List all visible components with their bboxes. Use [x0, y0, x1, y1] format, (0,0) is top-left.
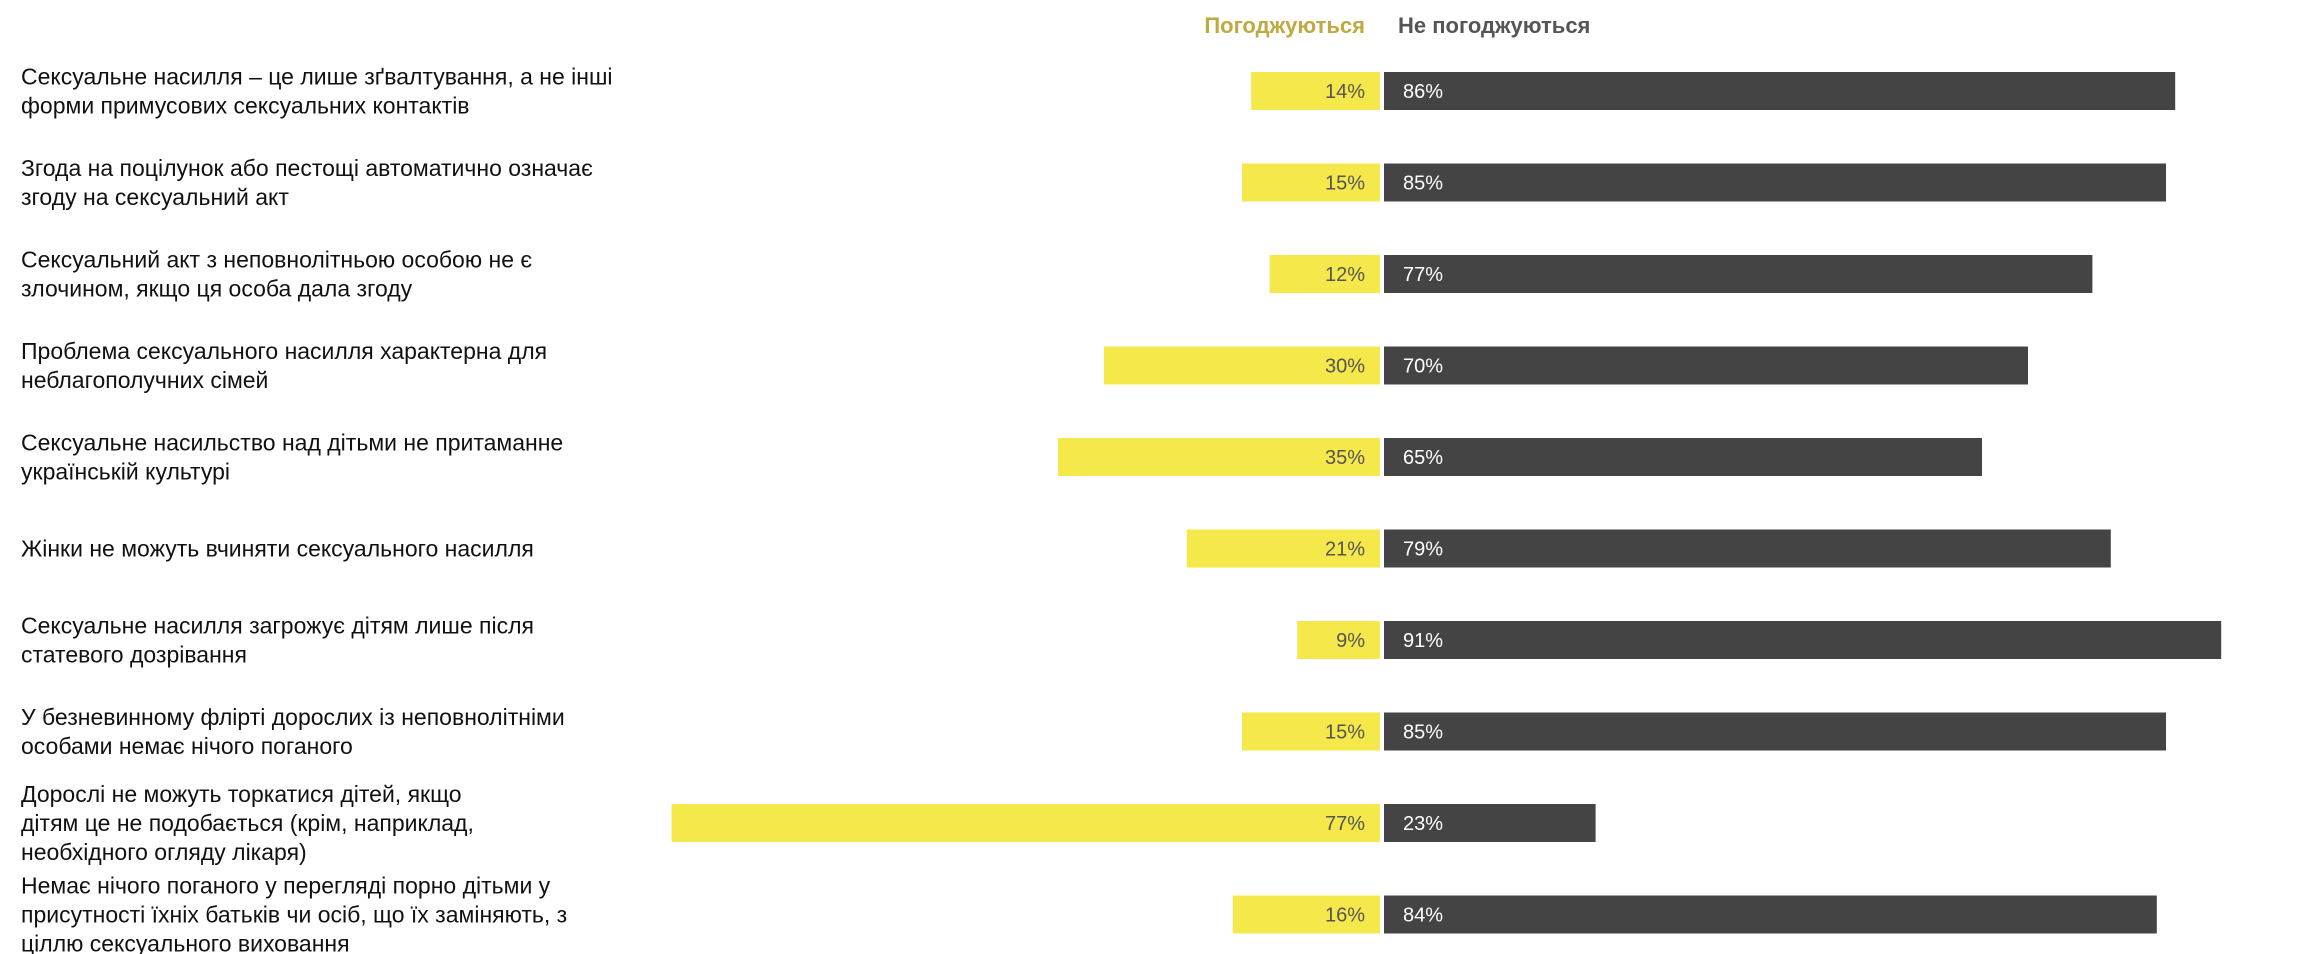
category-label-line: особами немає нічого поганого	[21, 733, 353, 759]
category-label: Сексуальне насильство над дітьми не прит…	[21, 430, 563, 485]
category-label-line: статевого дозрівання	[21, 642, 247, 668]
value-label-disagree: 65%	[1403, 447, 1443, 469]
value-label-disagree: 77%	[1403, 264, 1443, 286]
chart-row: Проблема сексуального насилля характерна…	[21, 338, 2028, 393]
category-label-line: Сексуальний акт з неповнолітньою особою …	[21, 247, 532, 273]
category-label-line: Сексуальне насилля загрожує дітям лише п…	[21, 613, 534, 639]
bar-agree	[1242, 163, 1380, 202]
chart-row: Немає нічого поганого у перегляді порно …	[21, 873, 2157, 954]
category-label-line: Немає нічого поганого у перегляді порно …	[21, 873, 551, 899]
legend-agree: Погоджуються	[1204, 13, 1365, 38]
chart-row: Жінки не можуть вчиняти сексуального нас…	[21, 529, 2111, 568]
chart-rows: Сексуальне насилля – це лише зґвалтуванн…	[21, 64, 2222, 954]
category-label-line: Сексуальне насилля – це лише зґвалтуванн…	[21, 64, 613, 90]
category-label-line: неблагополучних сімей	[21, 367, 268, 393]
category-label: Згода на поцілунок або пестощі автоматич…	[21, 155, 593, 210]
category-label-line: Сексуальне насильство над дітьми не прит…	[21, 430, 563, 456]
bar-disagree	[1384, 621, 2222, 659]
category-label-line: злочином, якщо ця особа дала згоду	[21, 276, 413, 302]
value-label-disagree: 23%	[1403, 813, 1443, 835]
bar-disagree	[1384, 438, 1982, 476]
bar-agree	[1058, 438, 1380, 476]
value-label-agree: 21%	[1325, 539, 1365, 561]
bar-disagree	[1384, 712, 2166, 751]
value-label-disagree: 84%	[1403, 905, 1443, 927]
category-label-line: Дорослі не можуть торкатися дітей, якщо	[21, 781, 462, 807]
category-label-line: українській культурі	[21, 459, 230, 485]
category-label: Проблема сексуального насилля характерна…	[21, 338, 547, 393]
category-label: Сексуальне насилля – це лише зґвалтуванн…	[21, 64, 613, 119]
chart-row: Сексуальне насильство над дітьми не прит…	[21, 430, 1982, 485]
category-label-line: присутності їхніх батьків чи осіб, що їх…	[21, 902, 567, 928]
bar-agree	[1251, 72, 1380, 110]
chart-row: Сексуальне насилля загрожує дітям лише п…	[21, 613, 2222, 668]
value-label-disagree: 79%	[1403, 539, 1443, 561]
value-label-agree: 9%	[1336, 630, 1365, 652]
category-label: Немає нічого поганого у перегляді порно …	[21, 873, 567, 954]
bar-disagree	[1384, 804, 1596, 842]
category-label: Сексуальний акт з неповнолітньою особою …	[21, 247, 532, 302]
category-label-line: Жінки не можуть вчиняти сексуального нас…	[21, 536, 534, 562]
chart-row: Сексуальний акт з неповнолітньою особою …	[21, 247, 2093, 302]
value-label-disagree: 85%	[1403, 722, 1443, 744]
bar-agree	[1242, 712, 1380, 751]
value-label-agree: 14%	[1325, 81, 1365, 103]
legend-disagree: Не погоджуються	[1398, 13, 1590, 38]
value-label-disagree: 91%	[1403, 630, 1443, 652]
bar-agree	[1232, 895, 1380, 934]
category-label-line: дітям це не подобається (крім, наприклад…	[21, 810, 474, 836]
category-label: Жінки не можуть вчиняти сексуального нас…	[21, 536, 534, 562]
category-label: Сексуальне насилля загрожує дітям лише п…	[21, 613, 534, 668]
category-label-line: Проблема сексуального насилля характерна…	[21, 338, 547, 364]
bar-agree	[1269, 255, 1380, 293]
value-label-disagree: 70%	[1403, 356, 1443, 378]
bar-disagree	[1384, 72, 2176, 110]
value-label-agree: 16%	[1325, 905, 1365, 927]
category-label-line: необхідного огляду лікаря)	[21, 839, 307, 865]
bar-disagree	[1384, 163, 2166, 202]
value-label-agree: 15%	[1325, 173, 1365, 195]
category-label-line: форми примусових сексуальних контактів	[21, 93, 470, 119]
bar-disagree	[1384, 255, 2093, 293]
category-label-line: ціллю сексуального виховання	[21, 931, 350, 954]
value-label-disagree: 86%	[1403, 81, 1443, 103]
value-label-agree: 77%	[1325, 813, 1365, 835]
chart-row: Сексуальне насилля – це лише зґвалтуванн…	[21, 64, 2176, 119]
bar-disagree	[1384, 529, 2111, 568]
chart-row: Згода на поцілунок або пестощі автоматич…	[21, 155, 2166, 210]
chart-row: У безневинному флірті дорослих із неповн…	[21, 704, 2166, 759]
category-label-line: Згода на поцілунок або пестощі автоматич…	[21, 155, 593, 181]
bar-agree	[671, 804, 1380, 842]
value-label-agree: 12%	[1325, 264, 1365, 286]
value-label-agree: 15%	[1325, 722, 1365, 744]
bar-disagree	[1384, 346, 2028, 385]
value-label-disagree: 85%	[1403, 173, 1443, 195]
category-label: У безневинному флірті дорослих із неповн…	[21, 704, 565, 759]
category-label-line: згоду на сексуальний акт	[21, 184, 289, 210]
value-label-agree: 35%	[1325, 447, 1365, 469]
category-label-line: У безневинному флірті дорослих із неповн…	[21, 704, 565, 730]
bar-agree	[1186, 529, 1380, 568]
chart-row: Дорослі не можуть торкатися дітей, якщо д…	[21, 781, 1596, 865]
bar-disagree	[1384, 895, 2157, 934]
category-label: Дорослі не можуть торкатися дітей, якщо д…	[21, 781, 474, 865]
chart-legend: Погоджуються Не погоджуються	[1204, 13, 1590, 38]
bar-agree	[1297, 621, 1380, 659]
bar-agree	[1104, 346, 1380, 385]
value-label-agree: 30%	[1325, 356, 1365, 378]
